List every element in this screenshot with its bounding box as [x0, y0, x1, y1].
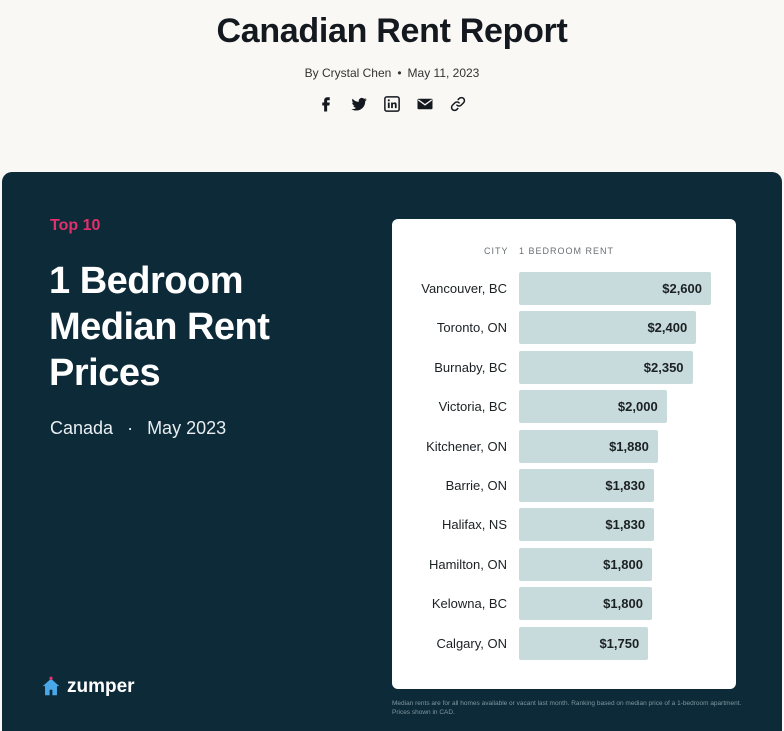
- city-label: Victoria, BC: [438, 399, 507, 415]
- email-icon[interactable]: [416, 95, 434, 113]
- share-bar: [0, 95, 784, 113]
- bar-row: Burnaby, BC $2,350: [392, 350, 736, 384]
- bar-value-label: $1,750: [599, 635, 640, 651]
- page-title: Canadian Rent Report: [216, 12, 568, 50]
- brand-logo: zumper: [40, 676, 135, 698]
- bar-row: Barrie, ON $1,830: [392, 469, 736, 502]
- city-label: Hamilton, ON: [428, 556, 507, 572]
- bar-row: Calgary, ON $1,750: [392, 626, 736, 660]
- infographic-headline: 1 Bedroom Median Rent Prices: [49, 260, 270, 394]
- bar-value-label: $2,400: [647, 320, 688, 336]
- publish-date: May 11, 2023: [407, 66, 480, 80]
- chart-footnote: Median rents are for all homes available…: [392, 700, 742, 716]
- house-icon: [42, 676, 60, 696]
- city-label: Barrie, ON: [445, 478, 507, 493]
- column-header-rent: 1 BEDROOM RENT: [519, 246, 615, 256]
- bar-value-label: $1,830: [605, 517, 646, 533]
- infographic-meta: Canada · May 2023: [50, 418, 226, 439]
- bar: $2,350: [519, 350, 693, 384]
- bar: $1,800: [519, 587, 652, 621]
- facebook-icon[interactable]: [317, 95, 335, 113]
- bar: $2,000: [519, 390, 667, 424]
- infographic-card: Top 10 1 Bedroom Median Rent Prices Cana…: [2, 172, 782, 731]
- author: By Crystal Chen: [304, 66, 392, 80]
- city-label: Toronto, ON: [436, 320, 507, 336]
- bar-row: Hamilton, ON $1,800: [392, 547, 736, 581]
- bar: $1,880: [519, 429, 658, 463]
- bar-row: Halifax, NS $1,830: [392, 508, 736, 542]
- city-label: Halifax, NS: [441, 517, 507, 533]
- bar-row: Vancouver, BC $2,600: [392, 272, 736, 305]
- bar-value-label: $1,800: [603, 556, 643, 572]
- city-label: Vancouver, BC: [421, 281, 507, 296]
- city-label: Kelowna, BC: [431, 596, 507, 612]
- chart-panel: CITY 1 BEDROOM RENT Vancouver, BC $2,600 T…: [392, 219, 736, 689]
- city-label: Burnaby, BC: [434, 359, 507, 375]
- bar-row: Toronto, ON $2,400: [392, 311, 736, 345]
- byline: By Crystal Chen • May 11, 2023: [0, 66, 784, 80]
- bar: $1,830: [519, 508, 655, 542]
- eyebrow-label: Top 10: [50, 217, 101, 234]
- column-header-city: CITY: [484, 246, 509, 256]
- region-label: Canada: [50, 418, 114, 438]
- bar-value-label: $1,800: [603, 596, 643, 612]
- bar-row: Victoria, BC $2,000: [392, 390, 736, 424]
- bar-row: Kelowna, BC $1,800: [392, 587, 736, 621]
- bar-row: Kitchener, ON $1,880: [392, 429, 736, 463]
- bar: $1,750: [519, 626, 649, 660]
- byline-separator: •: [397, 66, 402, 80]
- bar-value-label: $2,000: [617, 399, 658, 415]
- period-label: May 2023: [147, 418, 227, 438]
- bar: $2,600: [519, 272, 711, 305]
- twitter-icon[interactable]: [350, 95, 368, 113]
- article-header: Canadian Rent Report By Crystal Chen • May…: [0, 0, 784, 160]
- bar: $1,800: [519, 547, 652, 581]
- bar-value-label: $1,830: [605, 478, 646, 493]
- bar-value-label: $1,880: [609, 438, 649, 454]
- brand-name: zumper: [67, 676, 135, 697]
- bar: $2,400: [519, 311, 697, 345]
- bar-value-label: $2,600: [662, 281, 702, 296]
- bar-value-label: $2,350: [643, 359, 684, 375]
- bar: $1,830: [519, 469, 655, 502]
- linkedin-icon[interactable]: [383, 95, 401, 113]
- meta-separator: ·: [127, 418, 134, 438]
- link-icon[interactable]: [449, 95, 467, 113]
- city-label: Kitchener, ON: [426, 438, 507, 454]
- city-label: Calgary, ON: [436, 635, 507, 651]
